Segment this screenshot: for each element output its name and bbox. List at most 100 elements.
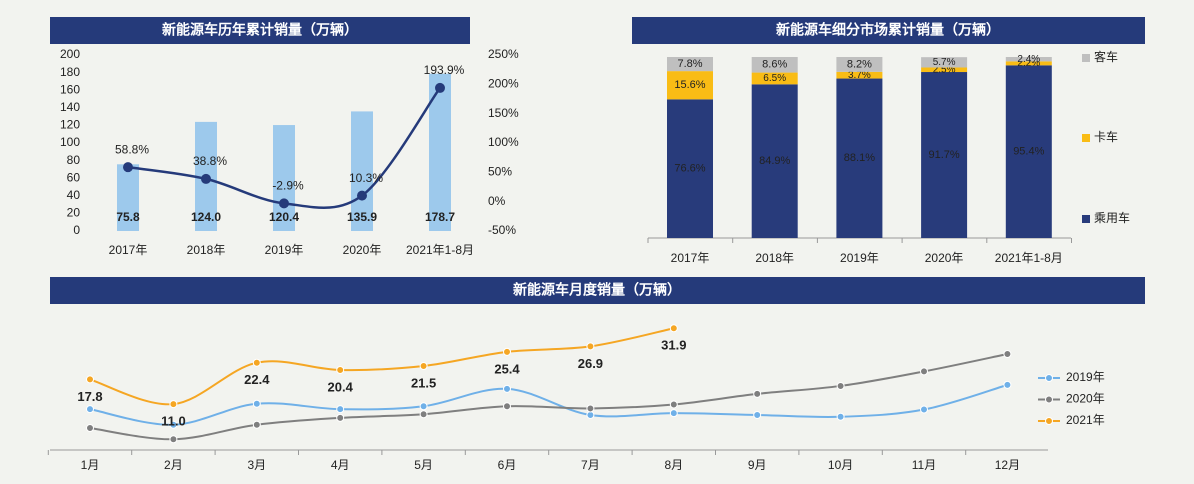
data-label: 120.4 (269, 210, 299, 224)
header-bar (50, 17, 470, 44)
data-label: 8.2% (847, 58, 872, 70)
point (1003, 380, 1012, 389)
bar-segment (1005, 65, 1052, 239)
x-tick-label: 11月 (912, 458, 936, 472)
data-label: 17.8 (77, 389, 102, 404)
point (836, 412, 845, 421)
bar (351, 111, 373, 231)
legend-marker (1045, 374, 1053, 382)
point (503, 347, 511, 356)
legend-marker (1045, 395, 1053, 404)
y-tick-label: 200 (60, 47, 80, 61)
point (503, 402, 511, 411)
x-tick-label: 2018年 (755, 251, 794, 265)
point (920, 405, 928, 414)
point (419, 410, 428, 419)
data-label: 8.6% (762, 59, 787, 71)
x-tick-label: 2017年 (109, 243, 148, 257)
bar (117, 164, 139, 231)
x-tick-label: 2月 (164, 458, 183, 472)
point (586, 410, 595, 419)
header-bar (50, 277, 1145, 304)
legend-label: 客车 (1094, 49, 1118, 64)
data-label: 75.8 (116, 210, 140, 224)
legend-swatch (1082, 134, 1090, 142)
bar-segment (751, 57, 798, 73)
point (279, 198, 289, 209)
bar-segment (751, 84, 798, 239)
data-label: 26.9 (578, 356, 603, 371)
point (169, 400, 178, 409)
y-tick-label: 0 (73, 223, 80, 237)
data-label: 21.5 (411, 375, 436, 390)
point (252, 420, 261, 429)
point (503, 384, 511, 393)
x-tick-label: 3月 (247, 458, 266, 472)
chart-title: 新能源车月度销量（万辆） (513, 282, 681, 298)
legend-label: 乘用车 (1094, 210, 1130, 225)
x-tick-label: 7月 (581, 458, 600, 472)
x-tick-label: 2021年1-8月 (995, 251, 1063, 265)
y2-tick-label: 150% (488, 106, 519, 120)
point (357, 190, 367, 201)
x-tick-label: 2018年 (187, 243, 226, 257)
point (669, 324, 678, 333)
point (336, 405, 345, 414)
y-tick-label: 180 (60, 65, 80, 79)
point (1003, 350, 1012, 359)
point (86, 424, 94, 433)
y-tick-label: 20 (67, 206, 81, 220)
data-label: 76.6% (674, 163, 705, 175)
data-label: 58.8% (115, 142, 149, 156)
data-label: 91.7% (928, 149, 959, 161)
point (86, 405, 94, 414)
data-label: 2.4% (1017, 54, 1040, 65)
chart-title: 新能源车细分市场累计销量（万辆） (776, 22, 1000, 38)
x-tick-label: 2019年 (840, 251, 879, 265)
x-tick-label: 12月 (995, 458, 1020, 472)
legend-label: 2021年 (1066, 413, 1105, 427)
data-label: 3.7% (848, 70, 871, 81)
data-label: 135.9 (347, 210, 377, 224)
y-tick-label: 100 (60, 135, 80, 149)
data-label: -2.9% (272, 179, 304, 193)
legend-label: 2020年 (1066, 392, 1105, 406)
bar-segment (921, 72, 968, 238)
point (435, 82, 445, 93)
point (586, 404, 595, 413)
bar-segment (1005, 57, 1052, 62)
y2-tick-label: -50% (488, 223, 516, 237)
data-label: 95.4% (1013, 146, 1044, 158)
line (89, 327, 675, 406)
point (252, 358, 261, 367)
point (201, 173, 211, 184)
data-label: 84.9% (759, 155, 790, 167)
y2-tick-label: 50% (488, 165, 512, 179)
bar-segment (836, 78, 883, 238)
y-tick-label: 80 (67, 153, 81, 167)
line (89, 383, 1008, 426)
y2-tick-label: 100% (488, 135, 519, 149)
x-tick-label: 2020年 (343, 243, 382, 257)
bar-segment (667, 71, 713, 100)
y-tick-label: 140 (60, 100, 80, 114)
data-label: 31.9 (661, 338, 686, 353)
y2-tick-label: 250% (488, 47, 519, 61)
y-tick-label: 120 (60, 118, 80, 132)
data-label: 20.4 (328, 379, 354, 394)
point (669, 409, 678, 418)
point (252, 399, 261, 408)
chart-title: 新能源车历年累计销量（万辆） (162, 22, 358, 38)
x-tick-label: 2019年 (265, 243, 304, 257)
data-label: 15.6% (674, 79, 705, 91)
x-tick-label: 4月 (331, 458, 350, 472)
data-label: 11.0 (161, 414, 186, 429)
point (86, 375, 94, 384)
point (586, 342, 595, 351)
bar-segment (921, 57, 968, 68)
bar-segment (751, 72, 798, 85)
y-tick-label: 60 (67, 170, 81, 184)
y-tick-label: 160 (60, 82, 80, 96)
data-label: 10.3% (349, 171, 383, 185)
